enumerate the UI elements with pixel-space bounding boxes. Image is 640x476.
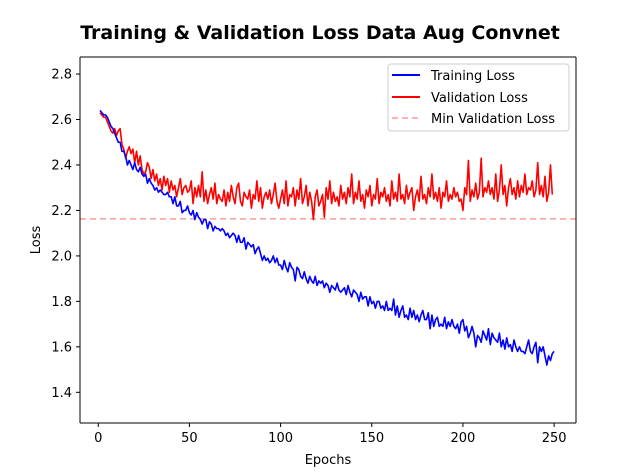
- validation-loss-line: [99, 112, 554, 221]
- y-tick-label: 2.2: [51, 204, 72, 219]
- y-axis-label: Loss: [29, 226, 44, 255]
- legend-label-min-validation: Min Validation Loss: [431, 112, 555, 127]
- y-axis-ticks: 1.4 1.6 1.8 2.0 2.2 2.4 2.6 2.8: [51, 68, 80, 401]
- training-loss-line: [99, 109, 555, 366]
- x-axis-ticks: 0 50 100 150 200 250: [94, 423, 567, 446]
- x-tick-label: 200: [451, 431, 476, 446]
- x-tick-label: 100: [268, 431, 293, 446]
- legend-label-validation: Validation Loss: [431, 91, 528, 106]
- y-tick-label: 1.4: [51, 386, 72, 401]
- y-tick-label: 2.6: [51, 113, 72, 128]
- y-tick-label: 2.8: [51, 68, 72, 83]
- y-tick-label: 2.4: [51, 158, 72, 173]
- legend-box: [387, 63, 570, 132]
- y-tick-label: 2.0: [51, 249, 72, 264]
- x-tick-label: 50: [181, 431, 198, 446]
- series-lines: [99, 109, 555, 366]
- legend-label-training: Training Loss: [430, 69, 515, 84]
- x-axis-label: Epochs: [305, 453, 352, 468]
- legend: Training Loss Validation Loss Min Valida…: [387, 63, 570, 132]
- x-tick-label: 0: [94, 431, 102, 446]
- y-tick-label: 1.8: [51, 295, 72, 310]
- x-tick-label: 150: [359, 431, 384, 446]
- y-tick-label: 1.6: [51, 340, 72, 355]
- chart-title: Training & Validation Loss Data Aug Conv…: [80, 22, 560, 44]
- x-tick-label: 250: [542, 431, 567, 446]
